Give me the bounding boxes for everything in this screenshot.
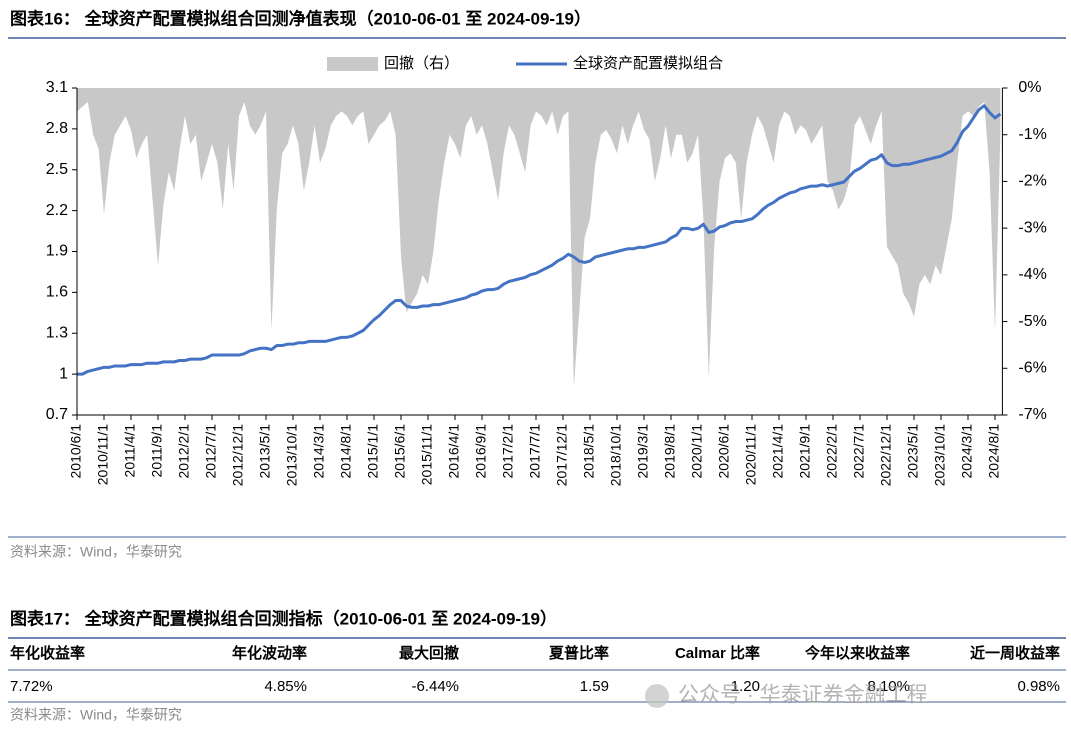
table-header-cell: 今年以来收益率 (804, 644, 910, 662)
x-tick-label: 2021/9/1 (797, 424, 813, 479)
table-cell: 8.10% (867, 678, 910, 695)
y-tick-label: 1.6 (46, 284, 68, 301)
legend-label: 回撤（右） (384, 55, 459, 72)
watermark: 公众号 · 华泰证券金融工程 (678, 684, 928, 707)
x-tick-label: 2024/8/1 (986, 424, 1002, 479)
y-tick-label: 1.3 (46, 324, 68, 341)
x-tick-label: 2011/4/1 (122, 424, 138, 478)
y-tick-label: 0.7 (46, 406, 68, 423)
y2-tick-label: 0% (1018, 79, 1041, 96)
x-tick-label: 2022/12/1 (878, 424, 894, 486)
table: 年化收益率 年化波动率 最大回撤 夏普比率 Calmar 比率 今年以来收益率 近一周收益率… (10, 644, 1060, 695)
x-tick-label: 2013/10/1 (284, 424, 300, 486)
source-note: 资料来源：Wind，华泰研究 (10, 707, 182, 723)
legend-swatch (327, 57, 378, 71)
watermark-icon (645, 684, 669, 708)
x-tick-label: 2014/8/1 (338, 424, 354, 479)
table-header-cell: 最大回撤 (399, 644, 459, 662)
figure-title: 图表16： 全球资产配置模拟组合回测净值表现（2010-06-01 至 2024… (10, 8, 591, 28)
chart: 0.7 1 1.3 1.6 1.9 2.2 2.5 2.8 3.1 0% -1% -2% -3% -4% -… (46, 54, 1047, 486)
table-header-cell: 年化收益率 (10, 644, 85, 662)
x-tick-label: 2017/2/1 (500, 424, 516, 479)
legend-label: 全球资产配置模拟组合 (573, 54, 723, 72)
y-tick-label: 1 (59, 365, 68, 382)
table-cell: 0.98% (1017, 678, 1060, 695)
table-header-cell: 近一周收益率 (970, 644, 1060, 662)
x-tick-label: 2011/9/1 (149, 424, 165, 478)
table-cell: 1.59 (580, 678, 609, 695)
y-tick-label: 2.2 (46, 202, 68, 219)
y-tick-label: 3.1 (46, 79, 68, 96)
table-header-cell: 年化波动率 (232, 644, 307, 662)
table-header-cell: 夏普比率 (548, 644, 609, 662)
x-tick-label: 2022/7/1 (851, 424, 867, 479)
y2-tick-label: -7% (1018, 406, 1046, 423)
x-tick-label: 2014/3/1 (311, 424, 327, 479)
x-tick-label: 2016/9/1 (473, 424, 489, 479)
x-tick-label: 2018/5/1 (581, 424, 597, 479)
x-tick-label: 2017/12/1 (554, 424, 570, 486)
x-tick-label: 2010/11/1 (95, 424, 111, 485)
x-tick-label: 2012/12/1 (230, 424, 246, 486)
x-tick-label: 2017/7/1 (527, 424, 543, 479)
x-tick-label: 2019/3/1 (635, 424, 651, 479)
figure-title: 图表17： 全球资产配置模拟组合回测指标（2010-06-01 至 2024-0… (10, 608, 557, 628)
x-tick-label: 2020/6/1 (716, 424, 732, 479)
x-tick-label: 2022/2/1 (824, 424, 840, 479)
y2-tick-label: -2% (1018, 173, 1046, 190)
drawdown-area (77, 88, 1001, 387)
x-tick-label: 2023/5/1 (905, 424, 921, 479)
y-tick-label: 1.9 (46, 243, 68, 260)
x-tick-label: 2016/4/1 (446, 424, 462, 479)
table-header-cell: Calmar 比率 (675, 644, 760, 662)
x-tick-label: 2018/10/1 (608, 424, 624, 486)
table-cell: 7.72% (10, 678, 53, 695)
table-cell: 4.85% (264, 678, 307, 695)
x-tick-label: 2020/11/1 (743, 424, 759, 485)
x-tick-label: 2013/5/1 (257, 424, 273, 479)
x-tick-label: 2021/4/1 (770, 424, 786, 479)
y2-tick-label: -6% (1018, 360, 1046, 377)
x-tick-label: 2023/10/1 (932, 424, 948, 486)
x-tick-label: 2012/2/1 (176, 424, 192, 479)
x-tick-label: 2015/11/1 (419, 424, 435, 485)
x-tick-label: 2015/1/1 (365, 424, 381, 479)
x-tick-label: 2012/7/1 (203, 424, 219, 479)
table-cell: 1.20 (731, 678, 760, 695)
y2-tick-label: -1% (1018, 126, 1046, 143)
y-tick-label: 2.5 (46, 161, 68, 178)
source-note: 资料来源：Wind，华泰研究 (10, 544, 182, 560)
nav-line (77, 104, 1002, 376)
y2-tick-label: -3% (1018, 219, 1046, 236)
table-cell: -6.44% (411, 678, 459, 695)
y-tick-label: 2.8 (46, 120, 68, 137)
y2-tick-label: -5% (1018, 313, 1046, 330)
x-tick-label: 2015/6/1 (392, 424, 408, 479)
x-tick-label: 2024/3/1 (959, 424, 975, 479)
x-tick-label: 2019/8/1 (662, 424, 678, 479)
x-tick-label: 2010/6/1 (68, 424, 84, 479)
y2-tick-label: -4% (1018, 266, 1046, 283)
x-tick-label: 2020/1/1 (689, 424, 705, 479)
